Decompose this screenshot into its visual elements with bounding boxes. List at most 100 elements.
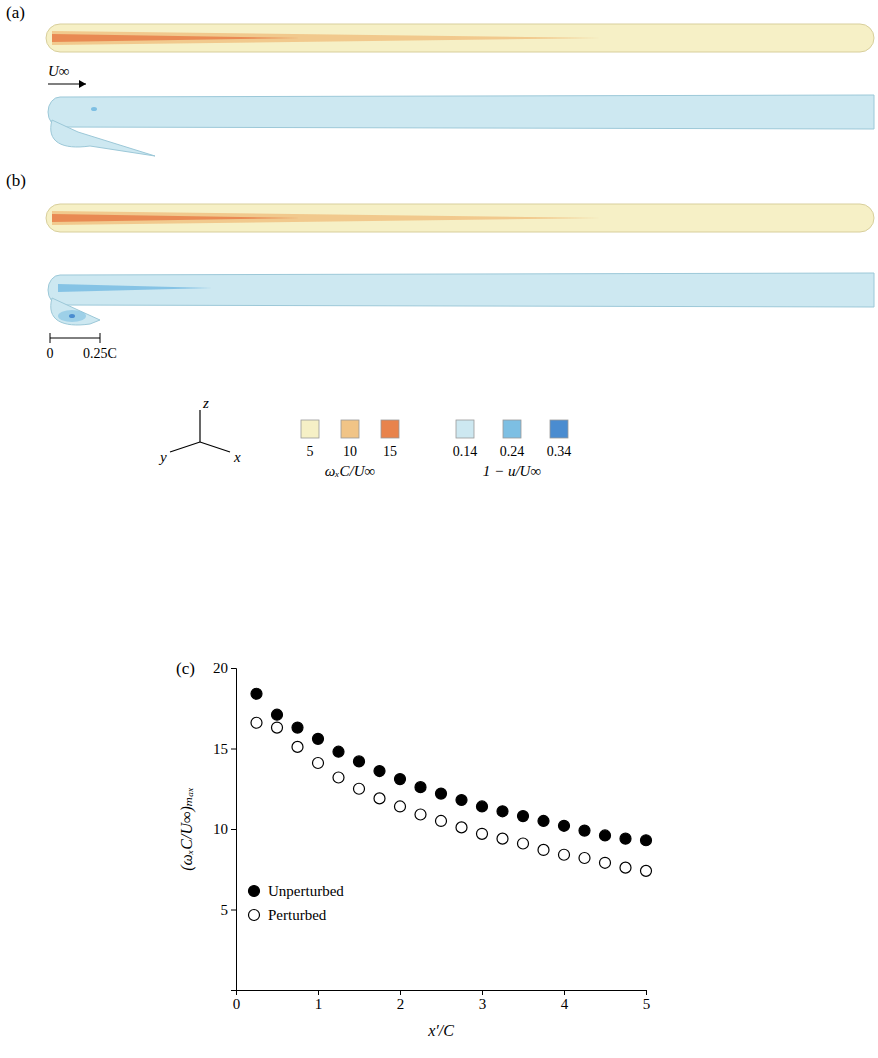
vorticity-isosurface: [46, 24, 874, 52]
tick-mark: [400, 990, 401, 995]
wake-hook: [51, 298, 100, 325]
wake-isosurface: [48, 273, 874, 307]
panel-label: (b): [6, 171, 26, 190]
triad-label: x: [233, 449, 241, 465]
wake-core: [58, 310, 86, 322]
data-point: [333, 772, 344, 783]
data-point: [313, 733, 324, 744]
vorticity-core: [52, 211, 600, 225]
data-point: [477, 828, 488, 839]
data-point: [292, 722, 303, 733]
tick-label: 15: [213, 741, 228, 757]
panel-c: (c)0123455101520x′/C(ωₓC/U∞)ₘₐₓUnperturb…: [176, 659, 652, 1039]
data-point: [374, 793, 385, 804]
color-swatch: [381, 420, 399, 438]
tick: 3: [479, 990, 487, 1012]
panel-label: (c): [176, 659, 195, 678]
data-point: [559, 820, 570, 831]
color-key: 51015ωₓC/U∞: [301, 420, 399, 479]
x-axis-title: x′/C: [427, 1022, 454, 1039]
x-axis: 012345: [233, 990, 651, 1012]
tick-label: 5: [221, 902, 229, 918]
tick: 1: [315, 990, 323, 1012]
triad-label: z: [202, 395, 209, 411]
flow-label: U∞: [48, 63, 70, 79]
color-key: 0.140.240.341 − u/U∞: [453, 420, 572, 479]
data-point: [497, 833, 508, 844]
data-point: [292, 741, 303, 752]
flow-arrow-head: [79, 80, 86, 88]
data-point: [477, 801, 488, 812]
data-point: [641, 865, 652, 876]
tick-mark: [231, 910, 236, 911]
data-point: [415, 782, 426, 793]
tick-label: 3: [479, 996, 487, 1012]
data-point: [600, 857, 611, 868]
tick-mark: [318, 990, 319, 995]
data-point: [538, 815, 549, 826]
tick-label: 10: [213, 821, 228, 837]
wake-hook: [51, 120, 155, 156]
triad-axis: [199, 410, 200, 442]
data-point: [354, 756, 365, 767]
triad-label: y: [158, 449, 167, 465]
tick: 15: [213, 741, 236, 757]
tick-label: 1: [315, 996, 323, 1012]
scale-bar-end: [100, 333, 101, 343]
scale-label: 0: [47, 346, 54, 361]
tick: 5: [221, 902, 237, 918]
data-point: [272, 709, 283, 720]
data-point: [313, 757, 324, 768]
vorticity-core: [52, 31, 600, 45]
tick-mark: [482, 990, 483, 995]
tick-label: 20: [213, 660, 228, 676]
x-axis-line: [237, 991, 647, 996]
data-point: [272, 722, 283, 733]
tick-label: 2: [397, 996, 405, 1012]
tick: 0: [233, 990, 241, 1012]
data-point: [456, 822, 467, 833]
data-point: [579, 852, 590, 863]
color-swatch: [301, 420, 319, 438]
wake-core: [91, 107, 97, 111]
data-point: [641, 835, 652, 846]
triad-axis: [200, 442, 230, 452]
data-point: [518, 838, 529, 849]
color-key-tick: 10: [343, 444, 357, 459]
tick: 2: [397, 990, 405, 1012]
data-point: [620, 862, 631, 873]
data-point: [579, 825, 590, 836]
data-point: [600, 830, 611, 841]
tick-label: 5: [643, 996, 651, 1012]
scale-label: 0.25C: [83, 346, 117, 361]
legend-label: Perturbed: [268, 907, 327, 923]
data-point: [251, 717, 262, 728]
tick: 20: [213, 660, 236, 676]
color-swatch: [550, 420, 568, 438]
data-point: [559, 849, 570, 860]
vorticity-core-peak: [52, 214, 300, 222]
color-swatch: [503, 420, 521, 438]
wake-core: [58, 284, 212, 292]
data-point: [251, 688, 262, 699]
series: [251, 688, 652, 846]
legend-marker: [249, 886, 260, 897]
color-key-tick: 0.24: [500, 444, 525, 459]
color-key-tick: 5: [307, 444, 314, 459]
color-key-tick: 15: [383, 444, 397, 459]
data-point: [333, 746, 344, 757]
data-point: [436, 788, 447, 799]
figure: (a)U∞(b)00.25Czyx51015ωₓC/U∞0.140.240.34…: [0, 0, 878, 1058]
legend-marker: [249, 910, 260, 921]
y-axis: 5 10 15 20: [213, 660, 237, 990]
data-point: [497, 806, 508, 817]
data-point: [395, 774, 406, 785]
wake-isosurface: [48, 95, 874, 129]
plot-marks: [251, 688, 652, 876]
panel-a: (a)U∞: [6, 3, 874, 156]
y-axis-line: [231, 669, 237, 991]
data-point: [374, 766, 385, 777]
tick-mark: [231, 749, 236, 750]
data-point: [620, 833, 631, 844]
tick: 10: [213, 821, 236, 837]
